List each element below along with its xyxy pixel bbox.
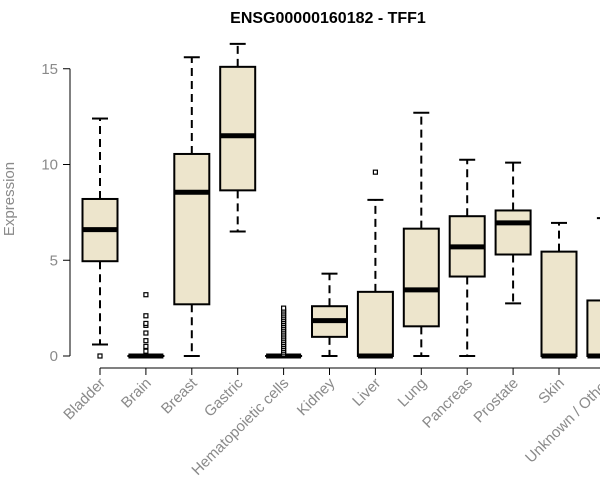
box [586,299,600,357]
y-tick-label: 10 [41,157,58,174]
box-group [402,111,440,357]
x-tick-label: Prostate [470,375,522,427]
box-group [311,272,348,357]
x-tick-label: Gastric [201,374,247,420]
y-tick-label: 15 [41,61,58,78]
outlier-point [143,343,149,350]
y-axis: 0 5 10 15 [41,61,71,365]
box-group [448,158,486,357]
box-group [586,217,600,359]
outlier-point [281,305,287,311]
box-group [173,56,211,357]
box-group [494,161,532,305]
box-group [540,221,578,359]
box [173,152,211,306]
outlier-point [143,313,149,319]
box-group [127,292,165,359]
outlier-point [97,353,103,359]
box [219,65,257,192]
box-group [219,42,257,233]
chart-title: ENSG00000160182 - TFF1 [230,10,426,27]
outlier-point [143,292,149,298]
plot-area [81,42,600,359]
box [402,227,440,328]
x-tick-label: Kidney [294,374,339,419]
box [356,290,394,357]
box [494,209,532,256]
y-axis-label: Expression [1,162,18,236]
x-tick-label: Breast [158,374,201,417]
outlier-point [143,348,149,354]
outlier-point [143,330,149,336]
box-group [81,117,119,359]
x-tick-label: Bladder [60,375,109,424]
outlier-point [372,169,378,175]
outlier-point [143,320,149,327]
y-tick-label: 5 [50,252,58,269]
x-tick-label: Skin [535,375,568,408]
box-group [356,169,394,359]
x-tick-label: Brain [118,375,155,412]
x-tick-label: Pancreas [419,375,476,432]
box [540,250,578,358]
x-tick-label: Lung [395,375,431,411]
y-tick-label: 0 [50,348,58,365]
x-tick-label: Liver [349,375,384,410]
box-group [265,305,303,359]
outlier-point [143,338,149,344]
